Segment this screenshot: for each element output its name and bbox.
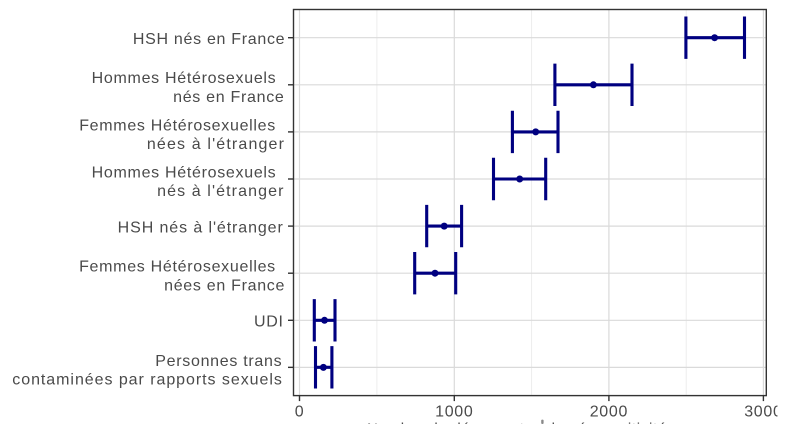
svg-text:1000: 1000 [435, 404, 473, 421]
svg-text:HSH nés à l'étranger: HSH nés à l'étranger [118, 219, 284, 236]
svg-text:Personnes trans: Personnes trans [155, 353, 282, 370]
svg-text:Hommes Hétérosexuels: Hommes Hétérosexuels [92, 164, 277, 181]
svg-text:nés à l'étranger: nés à l'étranger [157, 183, 284, 200]
svg-text:Femmes Hétérosexuelles: Femmes Hétérosexuelles [79, 117, 276, 134]
svg-text:Hommes Hétérosexuels: Hommes Hétérosexuels [92, 70, 277, 87]
svg-text:3000: 3000 [744, 404, 782, 421]
svg-text:contaminées par rapports sexue: contaminées par rapports sexuels [12, 372, 283, 389]
svg-text:nés en France: nés en France [173, 89, 284, 106]
svg-text:nées à l'étranger: nées à l'étranger [147, 136, 285, 153]
svg-text:Nombre de découvertes de sérop: Nombre de découvertes de séropositivité [367, 421, 667, 424]
svg-text:HSH nés en France: HSH nés en France [133, 31, 285, 48]
svg-text:0: 0 [295, 404, 305, 421]
svg-text:2000: 2000 [590, 404, 628, 421]
svg-text:nées en France: nées en France [164, 277, 285, 294]
svg-text:Femmes Hétérosexuelles: Femmes Hétérosexuelles [79, 259, 276, 276]
svg-text:UDI: UDI [254, 314, 284, 331]
